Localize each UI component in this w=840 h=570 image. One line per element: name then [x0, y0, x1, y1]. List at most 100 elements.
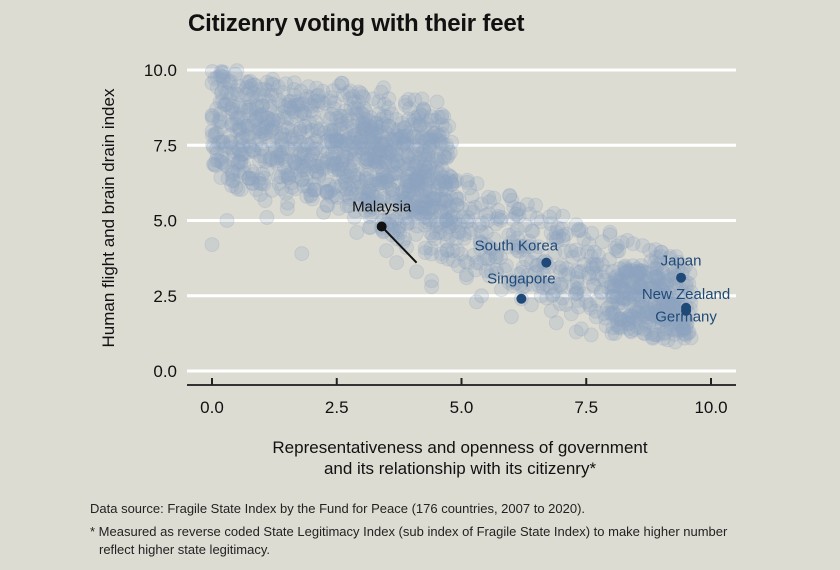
data-point	[219, 158, 235, 174]
data-point	[423, 112, 438, 128]
data-point	[346, 128, 362, 144]
data-point	[633, 266, 649, 281]
data-point	[512, 244, 528, 259]
data-point	[647, 295, 663, 311]
data-point	[385, 132, 401, 148]
data-point	[287, 155, 303, 171]
data-point	[594, 257, 610, 273]
data-point	[279, 201, 295, 217]
data-point	[425, 198, 441, 214]
data-point	[328, 132, 344, 148]
data-point	[244, 175, 260, 191]
data-point	[252, 87, 268, 103]
data-point	[652, 276, 668, 292]
data-point	[374, 144, 390, 160]
data-point	[326, 162, 342, 178]
data-point	[634, 263, 650, 279]
data-point	[385, 185, 401, 201]
data-point	[670, 323, 686, 339]
data-point	[400, 111, 416, 127]
data-point	[360, 125, 376, 141]
data-point	[214, 85, 229, 101]
data-point	[346, 94, 362, 110]
data-point	[452, 216, 468, 232]
data-point	[389, 128, 404, 144]
data-point	[291, 125, 307, 141]
data-point	[607, 241, 623, 256]
data-point	[206, 140, 222, 155]
data-point	[368, 115, 384, 131]
data-point	[450, 224, 466, 240]
data-point	[363, 124, 379, 140]
x-tick-label: 7.5	[574, 398, 598, 417]
malaysia-point	[376, 221, 387, 232]
data-point	[652, 303, 668, 319]
data-point	[636, 325, 652, 341]
data-point	[307, 182, 322, 198]
data-point	[465, 204, 481, 220]
data-point	[366, 200, 382, 216]
data-point	[457, 254, 473, 270]
data-point	[346, 151, 362, 167]
data-point	[394, 185, 410, 201]
data-point	[643, 325, 659, 341]
data-point	[434, 249, 450, 265]
data-point	[631, 311, 647, 327]
data-point	[397, 231, 412, 247]
data-point	[667, 334, 683, 350]
data-point	[605, 288, 621, 304]
data-point	[488, 262, 504, 278]
data-point	[329, 110, 345, 126]
data-point	[372, 194, 388, 209]
data-point	[319, 184, 335, 200]
data-point	[655, 311, 671, 327]
data-point	[480, 251, 495, 267]
data-point	[437, 174, 453, 190]
data-point	[445, 243, 461, 259]
data-point	[366, 153, 382, 169]
data-point	[404, 202, 420, 218]
data-point	[287, 135, 303, 151]
data-point	[372, 142, 388, 158]
data-point	[424, 273, 440, 289]
data-point	[220, 171, 236, 186]
data-point	[229, 83, 245, 99]
data-point	[646, 281, 662, 297]
data-point	[617, 269, 633, 285]
data-point	[346, 174, 362, 190]
data-point	[333, 178, 349, 194]
data-point	[554, 221, 570, 237]
data-point	[422, 141, 438, 157]
data-point	[212, 94, 228, 110]
data-point	[213, 114, 229, 130]
data-point	[426, 126, 442, 141]
data-point	[421, 139, 437, 155]
data-point	[307, 94, 323, 109]
data-point	[292, 106, 308, 122]
data-point	[621, 263, 637, 279]
data-point	[215, 155, 231, 171]
data-point	[508, 207, 524, 222]
data-point	[287, 141, 303, 157]
data-point	[472, 255, 488, 271]
data-point	[611, 271, 626, 287]
data-point	[543, 225, 559, 241]
data-point	[408, 171, 424, 187]
data-point	[355, 146, 371, 162]
data-point	[474, 215, 490, 231]
data-point	[335, 152, 350, 168]
data-point	[409, 130, 425, 145]
data-point	[356, 185, 371, 201]
data-point	[396, 137, 412, 153]
data-point	[627, 305, 642, 321]
data-point	[275, 144, 291, 160]
data-point	[283, 101, 299, 117]
data-point	[263, 123, 279, 139]
data-point	[425, 190, 441, 206]
data-point	[478, 225, 494, 240]
data-point	[581, 236, 597, 252]
data-point	[222, 91, 238, 107]
data-point	[363, 126, 379, 141]
data-point	[382, 181, 398, 197]
data-point	[655, 262, 670, 278]
